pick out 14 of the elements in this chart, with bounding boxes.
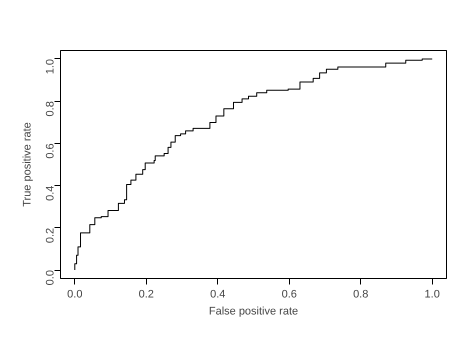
y-tick-label: 0.6 [44, 143, 56, 159]
y-axis-title: True positive rate [22, 122, 34, 207]
x-tick-label: 0.8 [353, 288, 368, 300]
x-tick-label: 0.4 [210, 288, 226, 300]
y-tick-label: 0.0 [44, 270, 56, 286]
y-tick-label: 0.2 [44, 228, 56, 244]
x-tick-label: 0.0 [67, 288, 82, 300]
y-tick-label: 0.4 [44, 186, 56, 201]
y-tick-label: 0.8 [44, 101, 56, 116]
x-tick-label: 1.0 [424, 288, 440, 300]
x-tick-label: 0.6 [282, 288, 297, 300]
y-tick-label: 1.0 [44, 58, 56, 74]
x-axis-title: False positive rate [208, 306, 298, 318]
x-tick-label: 0.2 [138, 288, 154, 300]
